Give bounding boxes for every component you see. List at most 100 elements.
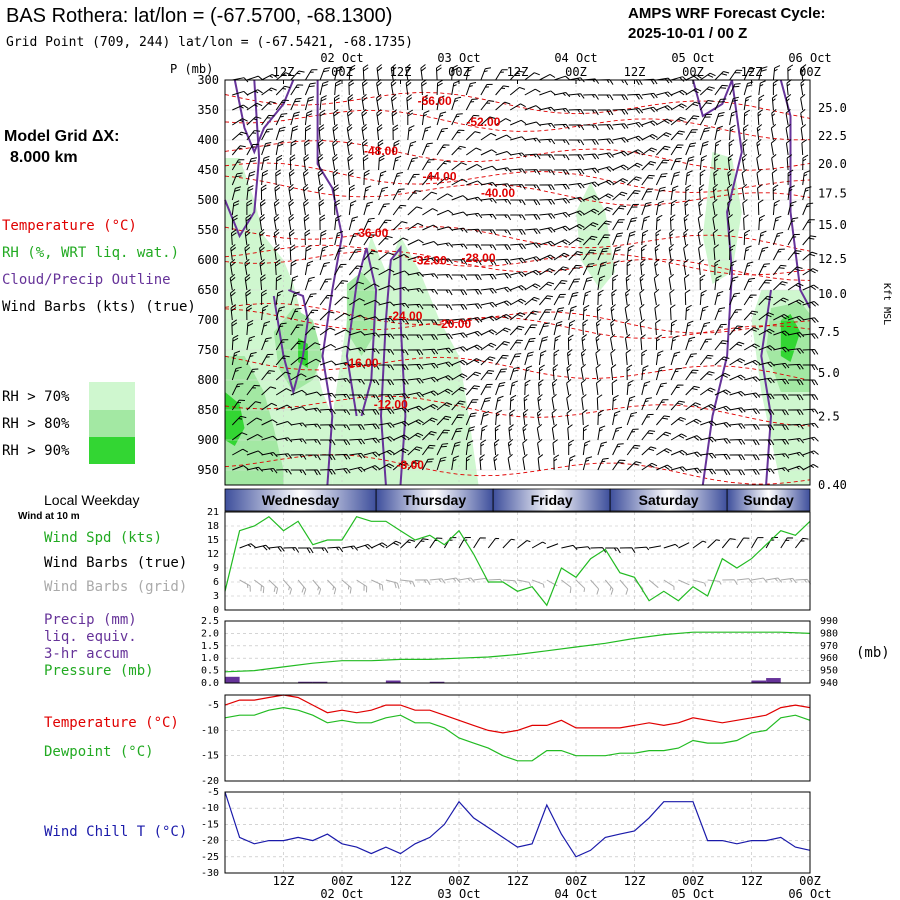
profile-barb-1.5-750 bbox=[231, 334, 239, 351]
profile-barb-67.5-350 bbox=[554, 108, 570, 114]
profile-barb-40.5-675 bbox=[422, 304, 438, 311]
profile-barb-22.5-925 bbox=[334, 453, 351, 460]
profile-barb-22.5-800 bbox=[334, 378, 351, 384]
barb-stroke bbox=[670, 351, 681, 366]
barb-stroke bbox=[802, 422, 819, 429]
barb-stroke bbox=[261, 101, 276, 111]
barb-stroke bbox=[466, 259, 482, 266]
profile-barb-76.5-575 bbox=[597, 234, 611, 246]
bottom-time-tick-36: 12Z bbox=[390, 874, 412, 888]
profile-barb-118.5-575 bbox=[802, 235, 817, 246]
barb-stroke bbox=[788, 363, 804, 370]
barb-stroke bbox=[495, 272, 512, 279]
profile-barb-49.5-750 bbox=[466, 344, 483, 351]
barb-stroke bbox=[261, 451, 278, 458]
profile-barb-1.5-850 bbox=[231, 399, 245, 411]
barb-stroke bbox=[422, 431, 437, 441]
profile-barb-118.5-750 bbox=[802, 348, 819, 355]
profile-barb-25.5-950 bbox=[349, 466, 366, 473]
true-barb-13 bbox=[414, 538, 429, 549]
profile-barb-61.5-525 bbox=[524, 214, 541, 220]
profile-barb-40.5-800 bbox=[422, 376, 439, 383]
barb-stroke bbox=[773, 297, 789, 306]
barb-stroke bbox=[670, 416, 687, 426]
barb-stroke bbox=[244, 274, 251, 291]
profile-barb-16.5-800 bbox=[305, 375, 322, 381]
barb-stroke bbox=[451, 227, 468, 233]
barb-stroke bbox=[744, 392, 761, 399]
barb-stroke bbox=[422, 288, 439, 295]
profile-barb-64.5-375 bbox=[539, 122, 556, 129]
barb-stroke bbox=[407, 109, 414, 126]
barb-stroke bbox=[334, 361, 351, 368]
barb-stroke bbox=[275, 85, 291, 96]
barb-stroke bbox=[349, 347, 366, 353]
profile-barb-103.5-575 bbox=[728, 229, 734, 246]
barb-stroke bbox=[246, 417, 263, 426]
profile-barb-91.5-850 bbox=[670, 400, 685, 411]
profile-barb-19.5-775 bbox=[319, 360, 337, 366]
barb-stroke bbox=[495, 341, 510, 351]
barb-stroke bbox=[729, 309, 742, 321]
barb-stroke bbox=[539, 74, 556, 81]
barb-stroke bbox=[334, 280, 348, 291]
barb-stroke bbox=[466, 164, 483, 171]
barb-stroke bbox=[787, 250, 802, 261]
barb-stroke bbox=[320, 392, 337, 399]
barb-stroke bbox=[378, 186, 389, 201]
profile-barb-1.5-475 bbox=[231, 172, 243, 186]
barb-stroke bbox=[743, 214, 749, 231]
profile-barb-46.5-375 bbox=[451, 113, 463, 126]
profile-barb-43.5-700 bbox=[437, 319, 453, 325]
profile-barb-25.5-850 bbox=[349, 409, 365, 416]
barb-stroke bbox=[597, 289, 604, 306]
profile-barb-97.5-775 bbox=[699, 354, 714, 366]
barb-stroke bbox=[553, 280, 568, 291]
barb-stroke bbox=[230, 304, 237, 321]
isotherm-4 bbox=[224, 175, 811, 206]
profile-barb-13.5-750 bbox=[290, 340, 305, 351]
barb-stroke bbox=[744, 469, 760, 475]
true-barb-6 bbox=[312, 547, 329, 554]
profile-barb-76.5-750 bbox=[595, 334, 601, 351]
profile-barb-40.5-550 bbox=[422, 224, 439, 231]
barb-stroke bbox=[641, 201, 652, 216]
barb-stroke bbox=[268, 579, 279, 595]
profile-barb-73.5-350 bbox=[583, 109, 599, 116]
barb-stroke bbox=[802, 348, 819, 355]
barb-stroke bbox=[568, 139, 585, 146]
barb-stroke bbox=[773, 346, 790, 353]
barb-stroke bbox=[597, 109, 614, 116]
profile-barb-52.5-925 bbox=[480, 439, 487, 456]
top-time-tick-84: 12Z bbox=[624, 65, 646, 79]
barb-stroke bbox=[509, 380, 518, 396]
barb-stroke bbox=[422, 362, 439, 369]
profile-barb-13.5-500 bbox=[288, 184, 295, 201]
profile-barb-16.5-675 bbox=[304, 293, 317, 306]
barb-stroke bbox=[800, 124, 807, 141]
profile-barb-4.5-350 bbox=[246, 102, 263, 111]
profile-barb-103.5-850 bbox=[729, 407, 746, 413]
barb-stroke bbox=[722, 579, 738, 586]
profile-barb-82.5-900 bbox=[626, 428, 639, 441]
barb-stroke bbox=[363, 332, 380, 338]
profile-barb-76.5-375 bbox=[597, 124, 614, 130]
barb-stroke bbox=[304, 69, 318, 81]
barb-stroke bbox=[259, 199, 266, 216]
profile-barb-76.5-900 bbox=[597, 425, 606, 441]
barb-stroke bbox=[393, 286, 410, 292]
profile-barb-7.5-875 bbox=[261, 419, 278, 426]
profile-barb-85.5-900 bbox=[641, 430, 656, 441]
profile-barb-67.5-900 bbox=[551, 424, 558, 441]
profile-barb-118.5-675 bbox=[802, 301, 819, 307]
profile-barb-64.5-425 bbox=[539, 154, 555, 160]
profile-barb-37.5-650 bbox=[407, 288, 424, 294]
profile-barb-109.5-325 bbox=[758, 80, 766, 96]
profile-barb-34.5-925 bbox=[392, 448, 409, 456]
barb-stroke bbox=[727, 199, 733, 216]
barb-stroke bbox=[539, 122, 556, 129]
barb-stroke bbox=[332, 138, 338, 156]
barb-stroke bbox=[741, 168, 747, 186]
profile-barb-118.5-950 bbox=[802, 463, 819, 471]
model-grid-label: Model Grid ΔX: bbox=[4, 128, 120, 145]
